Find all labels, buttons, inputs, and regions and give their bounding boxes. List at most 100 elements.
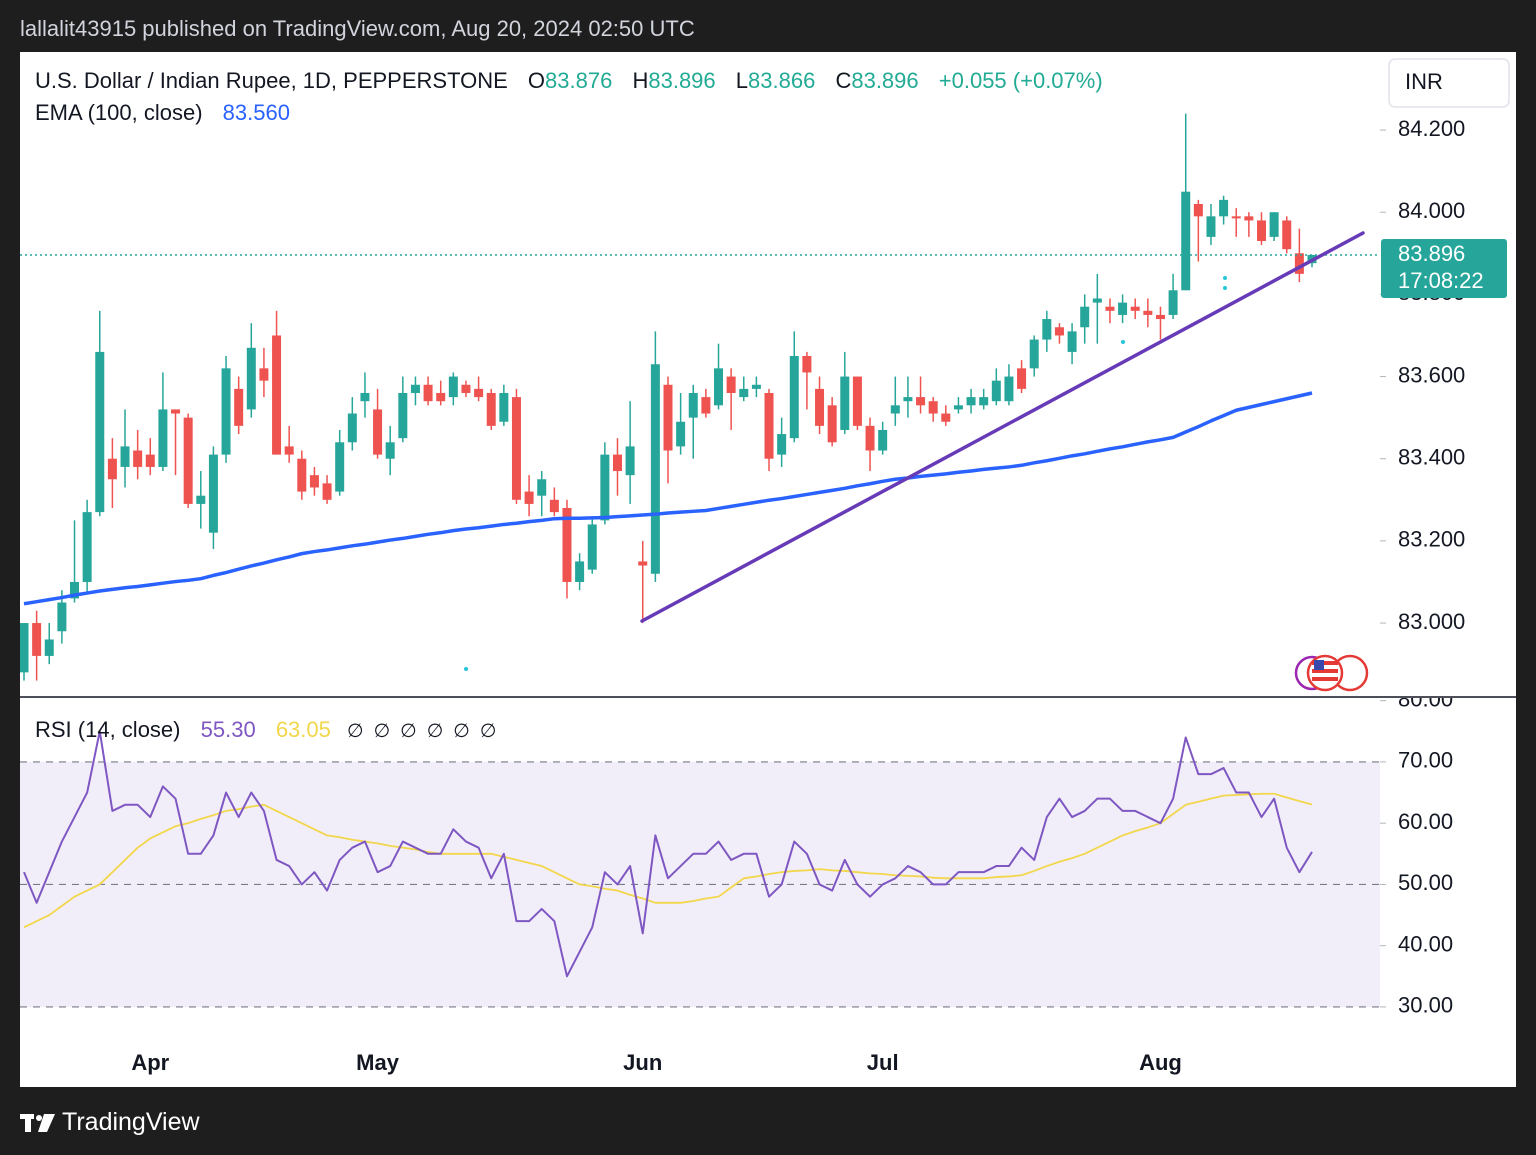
candle-body (638, 561, 648, 566)
line-series (23, 391, 1313, 606)
candle-body (764, 392, 774, 459)
marker-dot (464, 667, 468, 671)
candle-body (196, 495, 206, 504)
candle-body (600, 454, 610, 521)
candle-body (663, 384, 673, 451)
candle-body (739, 388, 749, 398)
currency-button[interactable] (1388, 58, 1510, 108)
ohlc-value: 83.896 (851, 68, 919, 93)
y-tick-label: 70.00 (1398, 748, 1453, 773)
y-tick-label: 40.00 (1398, 931, 1453, 956)
line-series (23, 730, 1313, 978)
chart-background (20, 52, 1516, 1087)
candle-body (385, 442, 395, 459)
x-tick-label: Jun (623, 1050, 662, 1075)
candle-body (928, 401, 938, 414)
candle-body (246, 347, 256, 410)
candle-body (979, 397, 989, 406)
candle-body (1219, 199, 1229, 217)
candle-body (1017, 368, 1027, 389)
event-flags[interactable] (1294, 654, 1369, 692)
candle-body (865, 425, 875, 451)
candle-body (208, 454, 218, 533)
candle-body (777, 434, 787, 455)
ohlc-value: 83.876 (545, 68, 613, 93)
candle-body (1294, 253, 1304, 274)
candle-body (1067, 331, 1077, 352)
candle-body (120, 446, 130, 467)
candle-body (1029, 339, 1039, 369)
candle-body (701, 397, 711, 414)
candle-body (852, 376, 862, 426)
candle-body (751, 384, 761, 389)
candle-body (322, 483, 332, 500)
na-symbol: ∅ (347, 721, 364, 742)
countdown-label: 17:08:22 (1398, 268, 1484, 293)
ema-value: 83.560 (222, 100, 290, 125)
candle-body (44, 639, 54, 656)
candle-body (423, 384, 433, 402)
candle-body (145, 454, 155, 467)
publisher-line: lallalit43915 published on TradingView.c… (20, 16, 695, 41)
candle-body (1054, 327, 1064, 336)
ohlc-label: H (632, 68, 649, 93)
candle-body (107, 458, 117, 480)
y-tick-label: 84.000 (1398, 198, 1465, 223)
candle-body (309, 475, 319, 488)
candle-body (272, 335, 282, 455)
candle-body (32, 623, 42, 656)
candle-body (82, 512, 92, 582)
candle-body (373, 409, 383, 455)
candle-body (57, 602, 67, 632)
candle-body (991, 380, 1001, 402)
trend-line (640, 231, 1365, 623)
footer-brand: TradingView (62, 1108, 200, 1136)
candle-body (221, 368, 231, 455)
marker-dot (1121, 340, 1125, 344)
ema-legend: EMA (100, close) 83.560 (35, 100, 290, 126)
candle-body (335, 442, 345, 492)
candle-body (840, 376, 850, 430)
candle-body (70, 581, 80, 599)
candle-body (537, 479, 547, 496)
candle-body (1004, 376, 1014, 402)
currency-label[interactable]: INR (1405, 69, 1443, 94)
candle-body (1118, 302, 1128, 315)
candle-body (234, 388, 244, 426)
rsi-axis: 80.00 70.00 60.00 50.00 40.00 30.00 (1380, 698, 1453, 1018)
candle-body (1042, 319, 1052, 340)
flag-canton (1314, 660, 1324, 670)
ohlc-value: 83.866 (748, 68, 816, 93)
y-tick-label: 83.600 (1398, 362, 1465, 387)
candle-body (1155, 314, 1165, 320)
candle-body (1168, 290, 1178, 315)
x-tick-label: Aug (1139, 1050, 1182, 1075)
candle-body (575, 561, 585, 582)
na-values: ∅ ∅ ∅ ∅ ∅ ∅ (337, 717, 496, 742)
candle-body (941, 413, 951, 422)
candle-body (259, 368, 269, 381)
flag-stripe (1312, 661, 1338, 665)
candle-body (1181, 191, 1191, 291)
candle-body (183, 417, 193, 504)
candle-body (524, 491, 534, 504)
rsi-legend: RSI (14, close) 55.30 63.05 ∅ ∅ ∅ ∅ ∅ ∅ (35, 717, 496, 745)
candle-body (953, 405, 963, 410)
ema-name: EMA (100, close) (35, 100, 203, 125)
y-tick-label: 50.00 (1398, 870, 1453, 895)
logo-part (25, 1114, 31, 1132)
candle-body (549, 499, 559, 513)
candle-body (625, 446, 635, 476)
candle-body (1231, 216, 1241, 219)
candle-body (1130, 306, 1140, 311)
axes: 84.20084.00083.80083.60083.40083.20083.0… (1380, 116, 1507, 634)
candle-body (916, 397, 926, 406)
y-tick-label: 60.00 (1398, 809, 1453, 834)
candle-body (1080, 306, 1090, 328)
candle-body (448, 376, 458, 398)
tradingview-logo (20, 1114, 55, 1132)
candle-body (827, 405, 837, 443)
price-label-box (1381, 238, 1507, 298)
